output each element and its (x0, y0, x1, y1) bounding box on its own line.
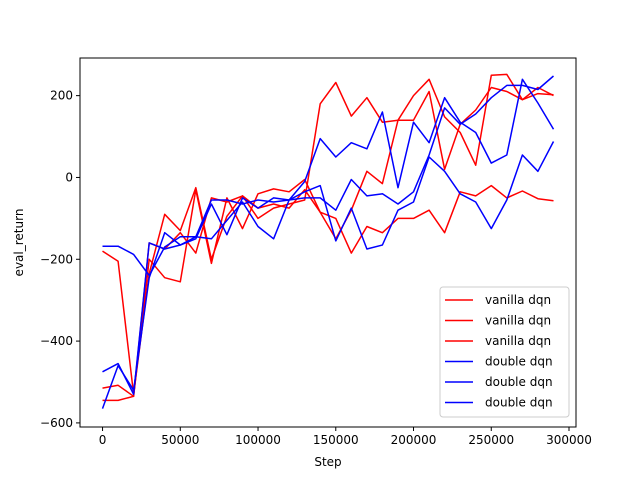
x-tick-label: 250000 (468, 433, 514, 447)
legend-label: vanilla dqn (485, 314, 551, 328)
x-tick-label: 300000 (546, 433, 592, 447)
axes-frame (79, 57, 577, 428)
x-tick-label: 100000 (235, 433, 281, 447)
x-axis-label: Step (314, 455, 341, 469)
x-tick-label: 200000 (391, 433, 437, 447)
y-tick-label: 200 (50, 89, 73, 103)
y-tick-label: −400 (40, 334, 73, 348)
y-tick-label: 0 (65, 170, 73, 184)
legend-box (439, 286, 570, 418)
x-tick-label: 0 (99, 433, 107, 447)
legend-label: double dqn (485, 355, 553, 369)
y-tick-label: −200 (40, 252, 73, 266)
legend-label: double dqn (485, 396, 553, 410)
legend-label: double dqn (485, 375, 553, 389)
series-layer (101, 73, 555, 409)
legend: vanilla dqn vanilla dqn vanilla dqn double … (439, 286, 570, 418)
series-line-1 (102, 73, 554, 396)
y-axis-label: eval_return (12, 209, 26, 277)
legend-label: vanilla dqn (485, 334, 551, 348)
series-line-5 (101, 141, 555, 409)
x-tick-label: 50000 (161, 433, 199, 447)
y-axis-ticks: −600 −400 −200 0 200 (40, 89, 80, 430)
legend-label: vanilla dqn (485, 293, 551, 307)
series-line-3 (102, 86, 554, 402)
series-line-4 (102, 78, 555, 396)
series-line-6 (102, 75, 554, 277)
y-tick-label: −600 (40, 416, 73, 430)
x-axis-ticks: 0 50000 100000 150000 200000 250000 300000 (99, 427, 592, 447)
x-tick-label: 150000 (313, 433, 359, 447)
